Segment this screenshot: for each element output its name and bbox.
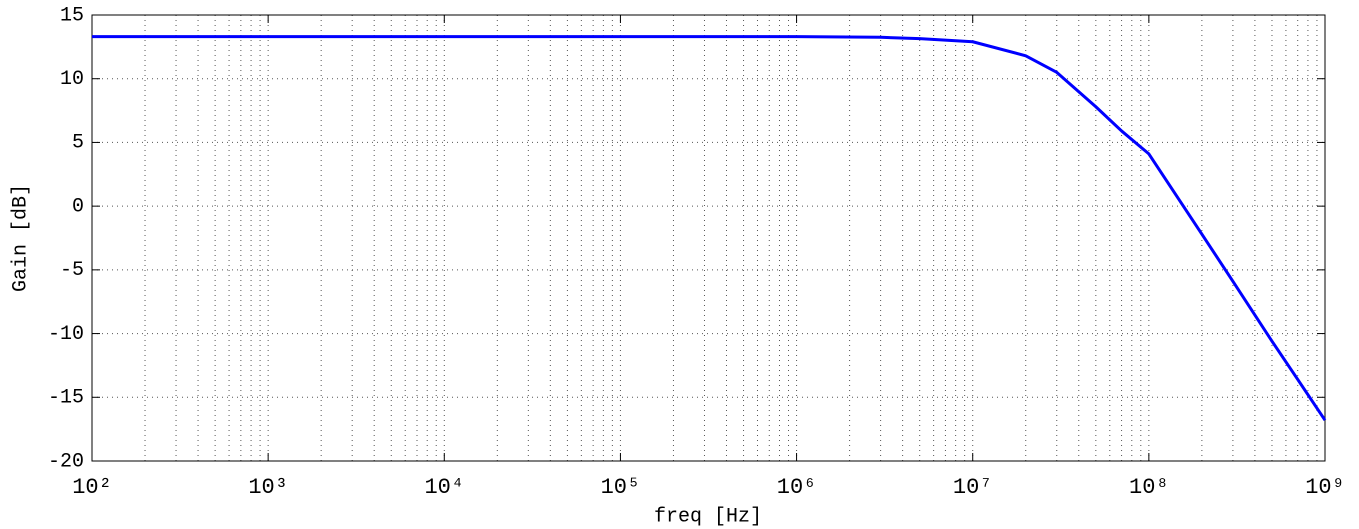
x-tick-label: 10⁸ — [1129, 475, 1169, 500]
x-tick-label: 10⁹ — [1305, 475, 1345, 500]
x-tick-label: 10⁴ — [424, 475, 464, 500]
x-tick-label: 10⁷ — [953, 475, 993, 500]
y-tick-label: 15 — [60, 4, 84, 27]
x-tick-label: 10² — [72, 475, 112, 500]
y-tick-label: -10 — [48, 323, 84, 346]
y-tick-label: -5 — [60, 259, 84, 282]
x-axis-label: freq [Hz] — [654, 505, 762, 528]
plot-area — [92, 15, 1325, 461]
y-tick-label: -20 — [48, 450, 84, 473]
y-tick-label: -15 — [48, 387, 84, 410]
x-tick-label: 10⁵ — [601, 475, 641, 500]
y-axis-label: Gain [dB] — [9, 184, 32, 292]
plot-frame — [91, 14, 1326, 462]
x-tick-label: 10³ — [248, 475, 288, 500]
y-tick-label: 10 — [60, 68, 84, 91]
y-tick-label: 5 — [72, 132, 84, 155]
x-tick-label: 10⁶ — [777, 475, 817, 500]
line-series — [92, 35, 1327, 422]
y-tick-label: 0 — [72, 195, 84, 218]
